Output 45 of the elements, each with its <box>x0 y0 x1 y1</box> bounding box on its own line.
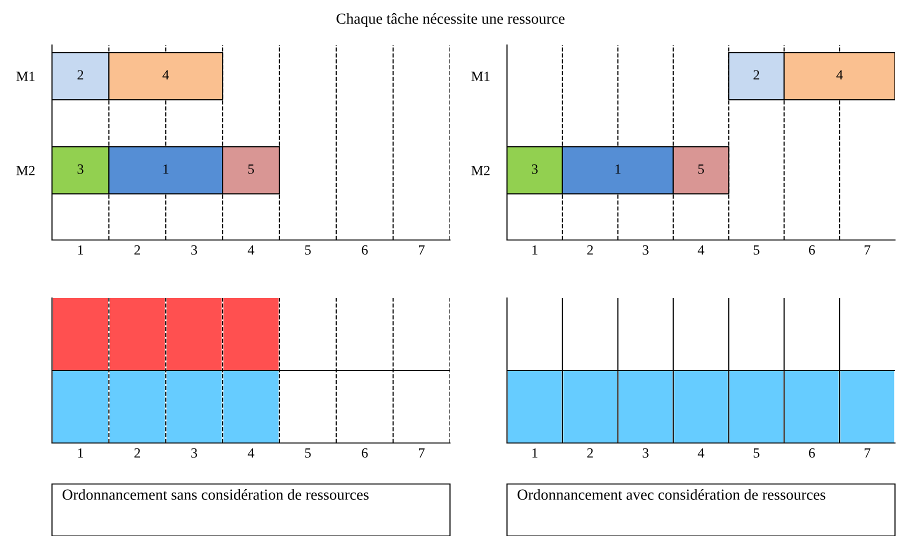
x-tick-label: 4 <box>698 245 704 254</box>
x-tick-label: 4 <box>248 245 254 254</box>
x-tick-label: 3 <box>642 448 648 458</box>
x-tick-label: 2 <box>134 448 140 458</box>
series-label: 3 <box>78 164 84 174</box>
series-label: 2 <box>78 70 84 80</box>
x-tick-label: 1 <box>78 448 84 458</box>
series-label: 4 <box>162 70 169 80</box>
y-tick-label: M2 <box>471 166 490 176</box>
series-label: 1 <box>616 164 620 174</box>
x-tick-label: 1 <box>532 245 538 254</box>
x-tick-label: 2 <box>587 448 593 458</box>
x-tick-label: 5 <box>754 448 760 458</box>
text: Ordonnancement avec considération de ressources <box>518 489 826 500</box>
x-tick-label: 6 <box>362 448 368 458</box>
chart-title: Chaque tâche nécessite une ressource <box>336 13 564 27</box>
x-tick-label: 3 <box>642 245 648 255</box>
x-tick-label: 4 <box>248 448 254 458</box>
x-tick-label: 1 <box>532 448 538 458</box>
x-tick-label: 3 <box>191 448 198 458</box>
x-tick-label: 5 <box>305 448 311 458</box>
series-label: 2 <box>754 70 760 80</box>
text: Ordonnancement sans considération de ressources <box>62 489 369 500</box>
y-tick-label: M1 <box>471 72 490 81</box>
x-tick-label: 7 <box>864 245 870 254</box>
series-label: 5 <box>698 164 704 174</box>
y-tick-label: M2 <box>16 166 35 176</box>
series-label: 4 <box>836 70 843 80</box>
x-tick-label: 2 <box>587 245 593 254</box>
x-tick-label: 4 <box>698 448 704 458</box>
series-label: 3 <box>532 164 538 174</box>
x-tick-label: 7 <box>419 448 425 458</box>
x-tick-label: 6 <box>808 448 815 458</box>
x-tick-label: 5 <box>754 245 760 255</box>
x-tick-label: 3 <box>191 245 198 255</box>
series-label: 5 <box>248 164 254 174</box>
x-tick-label: 7 <box>419 245 425 254</box>
y-tick-label: M1 <box>16 72 34 81</box>
x-tick-label: 1 <box>78 245 84 254</box>
series-label: 1 <box>163 164 168 174</box>
x-tick-label: 2 <box>134 245 140 254</box>
x-tick-label: 5 <box>305 245 311 255</box>
x-tick-label: 6 <box>808 245 815 255</box>
x-tick-label: 7 <box>864 448 870 458</box>
x-tick-label: 6 <box>362 245 368 255</box>
